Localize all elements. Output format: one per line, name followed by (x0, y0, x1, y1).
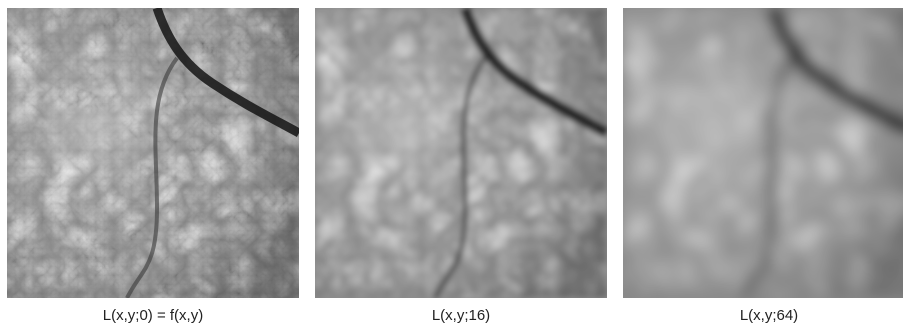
terrain-image-scale-16 (315, 8, 607, 298)
caption-scale-0: L(x,y;0) = f(x,y) (102, 307, 204, 324)
caption-scale-64: L(x,y;64) (739, 307, 799, 324)
terrain-image-scale-64 (623, 8, 903, 298)
caption-scale-16: L(x,y;16) (431, 307, 491, 324)
terrain-image-scale-0 (7, 8, 299, 298)
terrain-heightmap (7, 8, 299, 298)
terrain-heightmap (315, 8, 607, 298)
terrain-heightmap (623, 8, 903, 298)
